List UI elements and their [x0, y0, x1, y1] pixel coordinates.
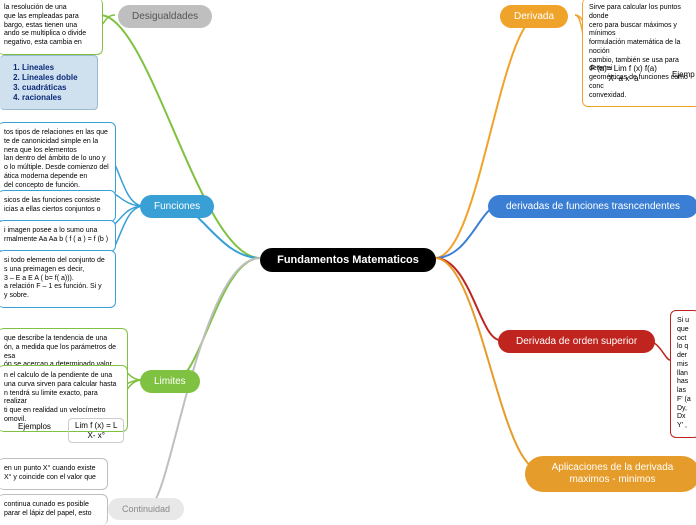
box-funciones-1: tos tipos de relaciones en las que te de…: [0, 122, 116, 197]
box-continuidad-1: en un punto X° cuando existe X° y coinci…: [0, 458, 108, 490]
node-desigualdades[interactable]: Desigualdades: [118, 5, 212, 28]
label-ejemplos-lim: Ejemplos: [18, 422, 51, 431]
box-desigualdades-text: la resolución de una que las empleadas p…: [0, 0, 103, 55]
box-orden-superior: Si u que oct lo q der mis llan has las F…: [670, 310, 696, 438]
box-funciones-4: si todo elemento del conjunto de s una p…: [0, 250, 116, 308]
node-continuidad[interactable]: Continuidad: [108, 498, 184, 520]
node-transcendentes[interactable]: derivadas de funciones trasncendentes: [488, 195, 696, 218]
label-ejemp-deriv: Ejemp: [672, 70, 695, 79]
box-funciones-2: sicos de las funciones consiste icias a …: [0, 190, 116, 222]
center-label: Fundamentos Matematicos: [277, 254, 419, 266]
node-aplicaciones[interactable]: Aplicaciones de la derivada maximos - mi…: [525, 456, 696, 492]
node-orden-superior[interactable]: Derivada de orden superior: [498, 330, 655, 353]
formula-derivada: F (a)= Lim f (x) f(a) X- a x- a: [590, 64, 657, 83]
node-derivada[interactable]: Derivada: [500, 5, 568, 28]
node-funciones[interactable]: Funciones: [140, 195, 214, 218]
node-limites[interactable]: Limites: [140, 370, 200, 393]
center-node[interactable]: Fundamentos Matematicos: [260, 248, 436, 272]
formula-limites: Lim f (x) = L X- x°: [68, 418, 124, 443]
box-funciones-3: i imagen posee a lo sumo una rmalmente A…: [0, 220, 116, 252]
box-derivada-text: Sirve para calcular los puntos donde cer…: [582, 0, 696, 107]
box-desigualdades-list: Lineales Lineales doble cuadráticas raci…: [0, 55, 98, 110]
